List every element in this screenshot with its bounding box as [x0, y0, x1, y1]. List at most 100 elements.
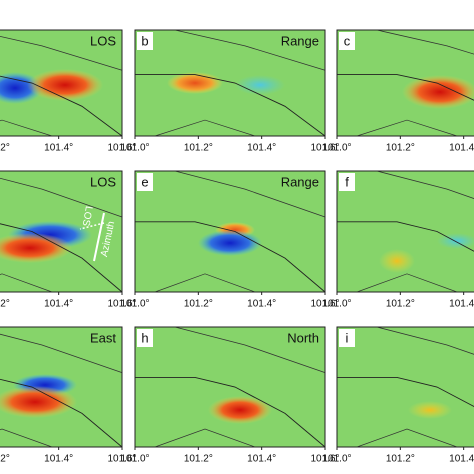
los-arrow — [79, 222, 105, 230]
panel: h North — [134, 326, 326, 448]
x-tick-label: 101.4° — [44, 454, 73, 465]
panel-letter: e — [141, 174, 148, 189]
fault-line — [0, 428, 53, 448]
x-tick-label: 101.0° — [322, 454, 351, 465]
panel-letter: c — [344, 33, 351, 48]
x-tick-label: 101.2° — [0, 143, 10, 154]
x-tick-label: 101.4° — [44, 143, 73, 154]
x-tick-label: 101.2° — [386, 143, 415, 154]
x-tick-label: 101.0° — [120, 143, 149, 154]
deformation-lobe — [0, 386, 77, 418]
fault-line — [0, 35, 123, 71]
letter-box — [339, 173, 355, 191]
x-tick-label: 101.0° — [120, 299, 149, 310]
fault-line — [376, 326, 474, 355]
map-background — [337, 171, 474, 292]
x-tick-label: 101.4° — [449, 454, 474, 465]
x-tick-label: 101.0° — [322, 143, 351, 154]
panel-frame — [134, 29, 326, 137]
x-tick-label: 101.0° — [322, 299, 351, 310]
fault-line — [135, 221, 326, 293]
map-background — [135, 327, 325, 447]
x-tick-label: 101.6° — [107, 143, 136, 154]
fault-line — [376, 29, 474, 55]
panel-frame — [134, 170, 326, 293]
fault-line — [0, 75, 123, 137]
x-tick-label: 101.4° — [44, 299, 73, 310]
azimuth-arrow — [93, 212, 105, 262]
fault-line — [154, 119, 256, 137]
fault-line — [376, 170, 474, 199]
letter-box — [137, 173, 153, 191]
fault-line — [337, 74, 474, 101]
deformation-lobe — [167, 72, 223, 94]
deformation-lobe — [27, 69, 103, 101]
deformation-lobe — [235, 75, 285, 95]
fault-line — [356, 119, 458, 137]
fault-line — [0, 119, 53, 137]
map-background — [337, 327, 474, 447]
panel: East — [0, 326, 123, 448]
x-tick-label: 101.4° — [449, 299, 474, 310]
x-tick-label: 101.0° — [120, 454, 149, 465]
panel: LOS — [0, 29, 123, 137]
fault-line — [154, 273, 256, 293]
fault-line — [174, 29, 326, 71]
fault-line — [0, 177, 123, 218]
x-tick-label: 101.6° — [310, 299, 339, 310]
panel: b Range — [134, 29, 326, 137]
x-tick-label: 101.4° — [247, 143, 276, 154]
deformation-lobe — [198, 230, 262, 256]
x-tick-label: 101.2° — [386, 454, 415, 465]
panel-label: Range — [281, 33, 319, 48]
panel-frame — [0, 29, 123, 137]
panel-label: North — [287, 330, 319, 345]
fault-line — [174, 170, 326, 218]
panel-label: LOS — [90, 174, 116, 189]
panel-label: Range — [281, 174, 319, 189]
panel-frame — [0, 326, 123, 448]
letter-box — [137, 32, 153, 50]
letter-box — [339, 32, 355, 50]
fault-line — [356, 428, 458, 448]
x-tick-label: 101.2° — [184, 143, 213, 154]
x-tick-label: 101.2° — [386, 299, 415, 310]
fault-line — [135, 74, 326, 137]
fault-line — [0, 378, 123, 448]
fault-line — [337, 221, 474, 252]
panel-letter: i — [346, 330, 349, 345]
fault-line — [174, 326, 326, 373]
panel-frame — [134, 326, 326, 448]
panel-frame — [336, 29, 474, 137]
panel-frame — [336, 326, 474, 448]
x-tick-label: 101.2° — [184, 454, 213, 465]
panel: i — [336, 326, 474, 448]
fault-line — [0, 333, 123, 373]
map-background — [135, 30, 325, 136]
x-tick-label: 101.2° — [184, 299, 213, 310]
los-arrow-label: LOS — [80, 205, 94, 227]
panel-frame — [336, 170, 474, 293]
deformation-lobe — [208, 396, 272, 424]
fault-line — [337, 376, 474, 408]
letter-box — [339, 329, 355, 347]
panel-letter: b — [141, 33, 148, 48]
panel-label: East — [90, 330, 116, 345]
panel-letter: f — [345, 174, 349, 189]
panel-letter: h — [141, 330, 148, 345]
x-tick-label: 101.4° — [449, 143, 474, 154]
x-tick-label: 101.4° — [247, 299, 276, 310]
fault-line — [135, 376, 326, 448]
x-tick-label: 101.2° — [0, 299, 10, 310]
x-tick-label: 101.4° — [247, 454, 276, 465]
deformation-lobe — [0, 233, 72, 263]
fault-line — [0, 223, 123, 293]
fault-line — [154, 428, 256, 448]
panel-label: LOS — [90, 33, 116, 48]
fault-line — [356, 273, 458, 293]
x-tick-label: 101.6° — [107, 454, 136, 465]
x-tick-label: 101.6° — [107, 299, 136, 310]
x-tick-label: 101.6° — [310, 454, 339, 465]
